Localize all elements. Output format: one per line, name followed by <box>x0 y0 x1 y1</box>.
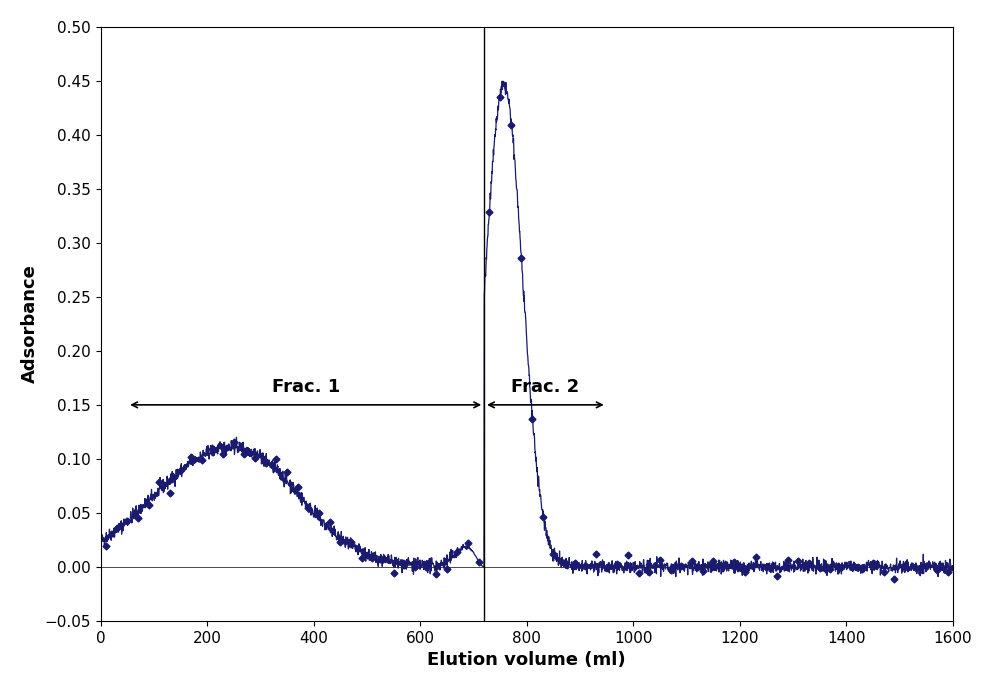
Text: Frac. 2: Frac. 2 <box>511 378 580 396</box>
X-axis label: Elution volume (ml): Elution volume (ml) <box>427 651 626 669</box>
Y-axis label: Adsorbance: Adsorbance <box>21 264 39 384</box>
Text: Frac. 1: Frac. 1 <box>271 378 340 396</box>
